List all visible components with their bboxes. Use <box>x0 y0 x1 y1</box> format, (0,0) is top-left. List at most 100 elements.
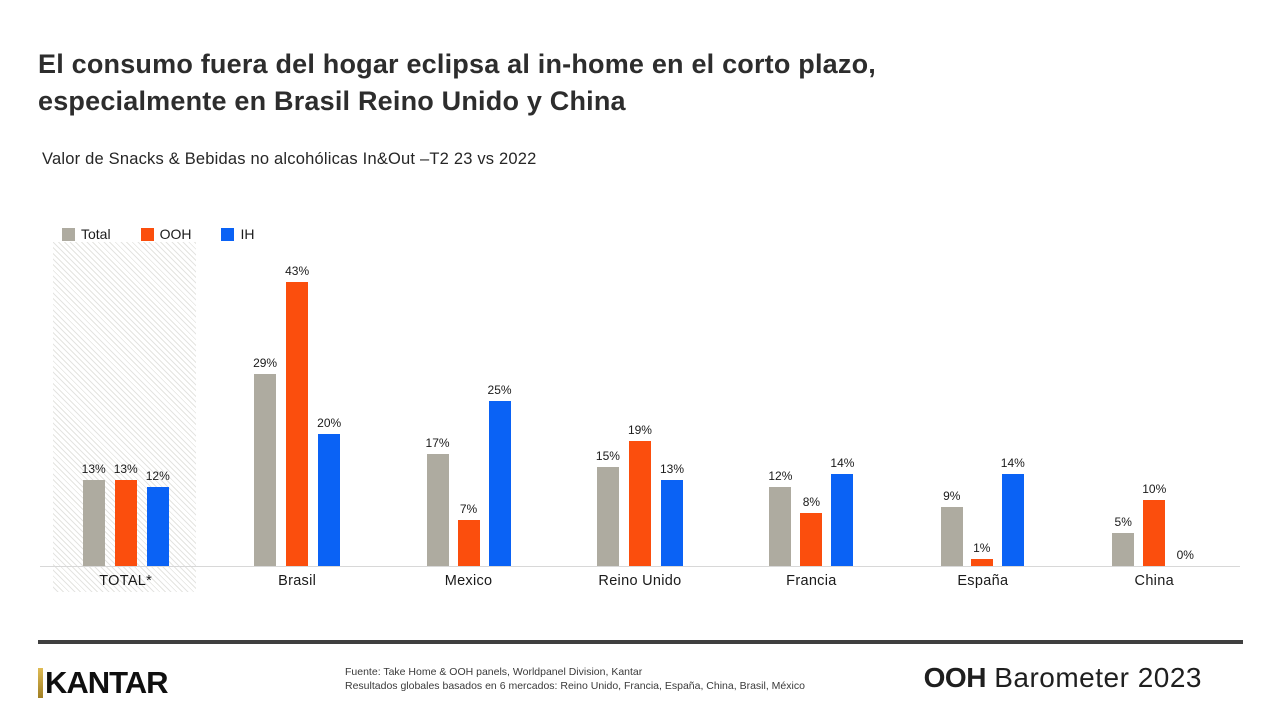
bar-value-label: 43% <box>285 264 310 278</box>
chart-legend: Total OOH IH <box>62 226 254 242</box>
bar-ooh <box>970 559 993 566</box>
legend-swatch-icon <box>221 227 235 241</box>
category-label: España <box>957 573 1009 589</box>
bar-ih <box>831 474 854 566</box>
barwrap-ooh: 19% <box>628 423 652 566</box>
legend-label: Total <box>81 226 111 242</box>
category-label: TOTAL* <box>99 573 153 589</box>
legend-item-ooh: OOH <box>140 226 192 242</box>
barwrap-ih: 25% <box>488 383 512 566</box>
source-line-2: Resultados globales basados en 6 mercado… <box>345 680 805 692</box>
bar-group: 15% 19% 13% <box>554 250 725 566</box>
bar-ooh <box>800 513 823 566</box>
bar-value-label: 1% <box>973 541 991 555</box>
legend-label: OOH <box>159 226 192 242</box>
bar-value-label: 10% <box>1142 482 1167 496</box>
barwrap-ooh: 8% <box>800 495 823 566</box>
bar-value-label: 7% <box>459 502 478 516</box>
bar-group: 12% 8% 14% <box>726 250 897 566</box>
category-label: Mexico <box>444 573 493 589</box>
barwrap-total: 9% <box>940 489 963 566</box>
barwrap-ooh: 7% <box>457 502 480 566</box>
kantar-logo-text: KANTAR <box>45 665 169 700</box>
category-label: Reino Unido <box>598 573 682 589</box>
barwrap-total: 13% <box>82 462 106 566</box>
bar-total <box>1112 533 1135 566</box>
bar-value-label: 20% <box>317 416 342 430</box>
bar-group: 5% 10% 0% <box>1069 250 1240 566</box>
page-title-line1: El consumo fuera del hogar eclipsa al in… <box>38 49 876 79</box>
category-axis: TOTAL* Brasil Mexico Reino Unido Francia Espa… <box>40 573 1240 589</box>
barwrap-total: 5% <box>1112 515 1135 566</box>
bar-ooh <box>114 480 137 566</box>
bar-ooh <box>628 441 651 566</box>
bar-ih <box>488 401 511 566</box>
bar-value-label: 12% <box>145 469 170 483</box>
barwrap-total: 29% <box>253 356 277 566</box>
legend-swatch-icon <box>140 227 154 241</box>
bar-ooh <box>457 520 480 566</box>
bar-group: 17% 7% 25% <box>383 250 554 566</box>
bar-value-label: 8% <box>802 495 821 509</box>
bar-ooh <box>1143 500 1166 566</box>
bar-ih <box>661 480 683 566</box>
bar-group: 29% 43% 20% <box>211 250 382 566</box>
bar-total <box>82 480 105 566</box>
kantar-logo-gold-bar-icon <box>38 668 43 698</box>
barwrap-total: 12% <box>768 469 792 566</box>
bar-value-label: 17% <box>425 436 450 450</box>
bar-ooh <box>286 282 309 566</box>
page-title-line2: especialmente en Brasil Reino Unido y Ch… <box>38 86 626 116</box>
bar-total <box>426 454 449 566</box>
bar-value-label: 9% <box>943 489 961 503</box>
barwrap-ih: 20% <box>317 416 341 566</box>
bar-value-label: 12% <box>768 469 793 483</box>
bar-ih <box>1001 474 1024 566</box>
report-title-ooh: OOH <box>923 662 987 693</box>
category-label: Brasil <box>278 573 317 589</box>
bar-ih <box>146 487 169 566</box>
bar-total <box>769 487 792 566</box>
barwrap-ih: 13% <box>660 462 684 566</box>
legend-item-ih: IH <box>221 226 254 242</box>
bar-group: 13% 13% 12% <box>40 250 211 566</box>
legend-swatch-icon <box>62 227 75 241</box>
barwrap-ooh: 13% <box>114 462 138 566</box>
bar-value-label: 13% <box>113 462 138 476</box>
bar-ih <box>318 434 341 566</box>
bar-value-label: 13% <box>659 462 685 476</box>
report-title-rest: Barometer 2023 <box>985 662 1202 693</box>
bar-value-label: 13% <box>81 462 106 476</box>
bar-value-label: 29% <box>253 356 278 370</box>
bar-value-label: 0% <box>1176 548 1194 562</box>
plot-area: 13% 13% 12% 29% 43% 20% 17% 7% 25% 15% 19% 13% 12% 8%… <box>40 250 1240 567</box>
bar-value-label: 14% <box>830 456 855 470</box>
bar-total <box>254 374 277 566</box>
source-line-1: Fuente: Take Home & OOH panels, Worldpan… <box>345 666 643 678</box>
barwrap-ooh: 43% <box>285 264 309 566</box>
category-label: China <box>1134 573 1174 589</box>
category-label: Francia <box>786 573 837 589</box>
bar-value-label: 15% <box>595 449 620 463</box>
bar-value-label: 19% <box>627 423 652 437</box>
barwrap-total: 15% <box>596 449 620 566</box>
barwrap-total: 17% <box>426 436 450 566</box>
bar-group: 9% 1% 14% <box>897 250 1068 566</box>
footer-divider <box>38 640 1243 644</box>
barwrap-ooh: 10% <box>1142 482 1166 566</box>
bar-total <box>940 507 963 566</box>
page-title: El consumo fuera del hogar eclipsa al in… <box>38 46 1118 120</box>
report-title: OOH Barometer 2023 <box>924 662 1202 694</box>
bar-total <box>596 467 619 566</box>
barwrap-ih: 14% <box>830 456 854 566</box>
barwrap-ih: 12% <box>146 469 170 566</box>
bar-value-label: 25% <box>487 383 512 397</box>
barwrap-ih: 0% <box>1174 548 1196 566</box>
barwrap-ooh: 1% <box>970 541 993 566</box>
chart-subtitle: Valor de Snacks & Bebidas no alcohólicas… <box>42 150 537 168</box>
bar-value-label: 14% <box>1000 456 1025 470</box>
kantar-logo: KANTAR <box>38 665 169 701</box>
bar-value-label: 5% <box>1114 515 1132 529</box>
legend-label: IH <box>240 226 255 242</box>
